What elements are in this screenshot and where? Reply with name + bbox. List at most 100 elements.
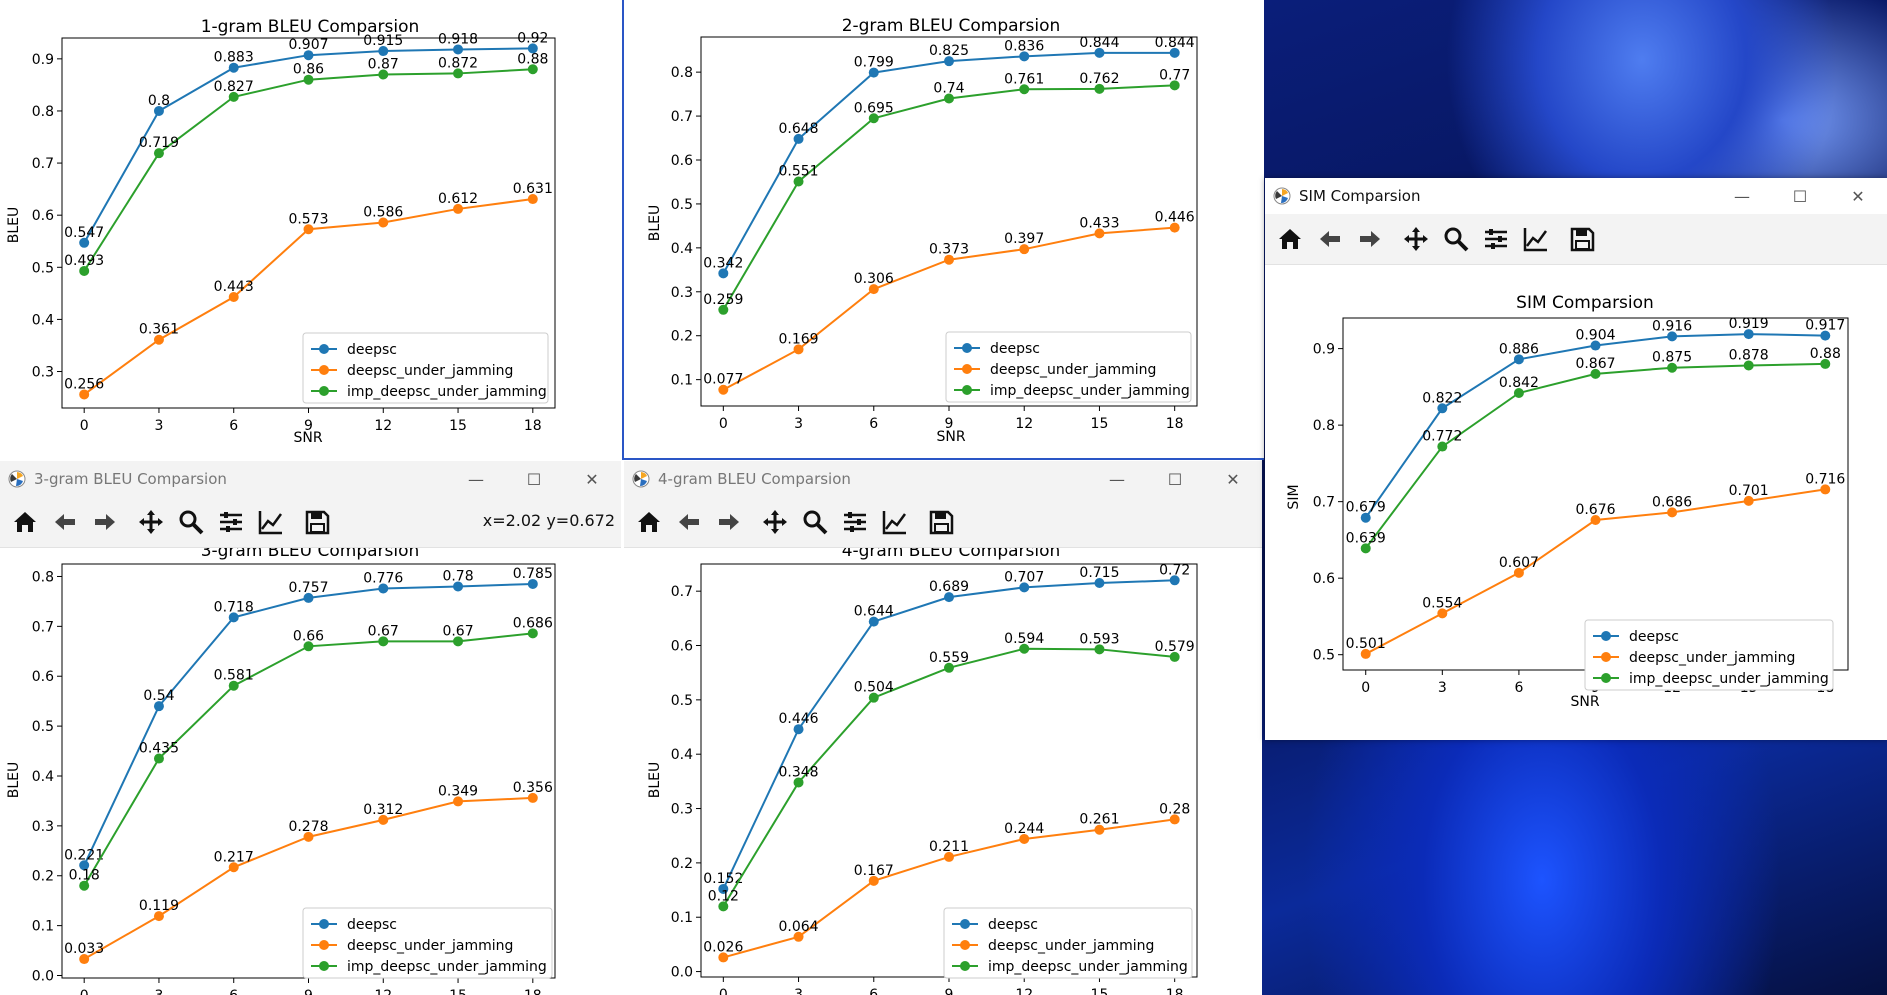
data-point bbox=[1513, 354, 1524, 365]
data-label: 0.446 bbox=[1155, 210, 1195, 226]
data-point bbox=[1094, 47, 1105, 58]
edit-axis-button[interactable] bbox=[252, 503, 290, 541]
data-point bbox=[793, 931, 804, 942]
home-button[interactable] bbox=[1271, 220, 1309, 258]
data-label: 0.679 bbox=[1346, 500, 1386, 516]
data-label: 0.88 bbox=[1810, 346, 1841, 362]
y-tick-label: 0.1 bbox=[32, 919, 54, 935]
forward-button[interactable] bbox=[710, 503, 748, 541]
forward-button[interactable] bbox=[1351, 220, 1389, 258]
close-icon[interactable]: ✕ bbox=[585, 469, 599, 489]
back-button[interactable] bbox=[46, 503, 84, 541]
data-point bbox=[453, 581, 464, 592]
pan-button[interactable] bbox=[756, 503, 794, 541]
data-point bbox=[868, 284, 879, 295]
data-point bbox=[453, 203, 464, 214]
matplotlib-icon bbox=[632, 470, 650, 488]
data-label: 0.77 bbox=[1159, 67, 1190, 83]
data-label: 0.878 bbox=[1729, 347, 1769, 363]
y-tick-label: 0.6 bbox=[1313, 571, 1335, 587]
minimize-icon[interactable]: — bbox=[468, 469, 484, 489]
pan-button[interactable] bbox=[1397, 220, 1435, 258]
data-point bbox=[303, 592, 314, 603]
edit-axis-button[interactable] bbox=[876, 503, 914, 541]
data-label: 0.54 bbox=[143, 688, 174, 704]
zoom-button[interactable] bbox=[796, 503, 834, 541]
legend-marker bbox=[319, 919, 329, 929]
data-point bbox=[718, 384, 729, 395]
minimize-icon[interactable]: — bbox=[1109, 469, 1125, 489]
x-tick-label: 6 bbox=[229, 418, 238, 434]
data-label: 0.648 bbox=[778, 121, 818, 137]
legend bbox=[943, 907, 1193, 979]
legend-marker bbox=[962, 364, 972, 374]
save-button[interactable] bbox=[298, 503, 336, 541]
titlebar[interactable]: SIM Comparsion — ☐ ✕ bbox=[1265, 178, 1887, 214]
data-point bbox=[153, 753, 164, 764]
y-tick-label: 0.3 bbox=[32, 365, 54, 381]
configure-button[interactable] bbox=[1477, 220, 1515, 258]
data-point bbox=[1667, 507, 1678, 518]
data-label: 0.825 bbox=[929, 43, 969, 59]
data-point bbox=[1820, 358, 1831, 369]
pan-button[interactable] bbox=[132, 503, 170, 541]
x-tick-label: 0 bbox=[80, 418, 89, 434]
x-tick-label: 15 bbox=[1091, 416, 1109, 432]
home-button[interactable] bbox=[6, 503, 44, 541]
titlebar[interactable]: 4-gram BLEU Comparsion — ☐ ✕ bbox=[624, 461, 1262, 497]
y-tick-label: 0.0 bbox=[671, 965, 693, 981]
back-button[interactable] bbox=[670, 503, 708, 541]
minimize-icon[interactable]: — bbox=[1734, 186, 1750, 206]
edit-axis-button[interactable] bbox=[1517, 220, 1555, 258]
data-point bbox=[1094, 644, 1105, 655]
save-button[interactable] bbox=[1563, 220, 1601, 258]
data-point bbox=[1360, 512, 1371, 523]
toolbar bbox=[624, 497, 1262, 548]
toolbar bbox=[0, 497, 621, 548]
close-icon[interactable]: ✕ bbox=[1226, 469, 1240, 489]
maximize-icon[interactable]: ☐ bbox=[1792, 186, 1808, 206]
window-sim: SIM Comparsion — ☐ ✕ SIM Comparsion 0.5 0.… bbox=[1265, 178, 1887, 740]
data-label: 0.776 bbox=[363, 570, 403, 586]
y-tick-label: 0.6 bbox=[671, 639, 693, 655]
window-3gram: 3-gram BLEU Comparsion — ☐ ✕ x=2.02 y=0.… bbox=[0, 461, 621, 995]
home-button[interactable] bbox=[630, 503, 668, 541]
titlebar[interactable]: 3-gram BLEU Comparsion — ☐ ✕ bbox=[0, 461, 621, 497]
data-point bbox=[1169, 80, 1180, 91]
data-point bbox=[868, 67, 879, 78]
data-point bbox=[1360, 648, 1371, 659]
x-tick-label: 18 bbox=[524, 988, 542, 995]
y-tick-label: 0.8 bbox=[32, 104, 54, 120]
x-tick-label: 3 bbox=[1438, 680, 1447, 696]
forward-button[interactable] bbox=[86, 503, 124, 541]
maximize-icon[interactable]: ☐ bbox=[526, 469, 542, 489]
y-tick-label: 0.0 bbox=[32, 969, 54, 985]
close-icon[interactable]: ✕ bbox=[1851, 186, 1865, 206]
zoom-button[interactable] bbox=[172, 503, 210, 541]
data-point bbox=[1019, 582, 1030, 593]
data-point bbox=[527, 43, 538, 54]
data-label: 0.433 bbox=[1079, 215, 1119, 231]
x-tick-label: 18 bbox=[1166, 416, 1184, 432]
window-title: 4-gram BLEU Comparsion bbox=[658, 470, 851, 488]
configure-button[interactable] bbox=[836, 503, 874, 541]
x-tick-label: 12 bbox=[1015, 987, 1033, 995]
y-tick-label: 0.1 bbox=[671, 373, 693, 389]
data-point bbox=[228, 862, 239, 873]
x-tick-label: 3 bbox=[154, 988, 163, 995]
data-point bbox=[718, 883, 729, 894]
y-tick-label: 0.5 bbox=[32, 719, 54, 735]
y-tick-label: 0.5 bbox=[671, 197, 693, 213]
data-label: 0.915 bbox=[363, 33, 403, 49]
x-tick-label: 9 bbox=[945, 416, 954, 432]
save-button[interactable] bbox=[922, 503, 960, 541]
data-point bbox=[718, 268, 729, 279]
configure-button[interactable] bbox=[212, 503, 250, 541]
back-button[interactable] bbox=[1311, 220, 1349, 258]
maximize-icon[interactable]: ☐ bbox=[1167, 469, 1183, 489]
save-icon bbox=[305, 510, 330, 535]
data-point bbox=[1169, 651, 1180, 662]
legend-marker bbox=[962, 343, 972, 353]
zoom-button[interactable] bbox=[1437, 220, 1475, 258]
legend-entry: imp_deepsc_under_jamming bbox=[347, 959, 547, 975]
